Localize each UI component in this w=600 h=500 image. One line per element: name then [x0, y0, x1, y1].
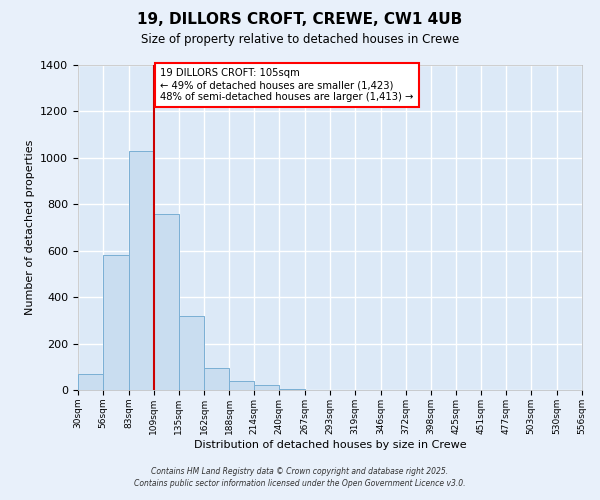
Bar [254, 386, 279, 390]
Bar [154, 214, 179, 390]
Text: Contains HM Land Registry data © Crown copyright and database right 2025.
Contai: Contains HM Land Registry data © Crown c… [134, 466, 466, 487]
Text: 19 DILLORS CROFT: 105sqm
← 49% of detached houses are smaller (1,423)
48% of sem: 19 DILLORS CROFT: 105sqm ← 49% of detach… [160, 68, 414, 102]
Y-axis label: Number of detached properties: Number of detached properties [25, 140, 35, 315]
Bar [78, 374, 103, 390]
Text: 19, DILLORS CROFT, CREWE, CW1 4UB: 19, DILLORS CROFT, CREWE, CW1 4UB [137, 12, 463, 28]
Bar [179, 316, 205, 390]
Bar [205, 368, 229, 390]
Bar [279, 389, 305, 390]
Bar [229, 380, 254, 390]
Bar [103, 256, 129, 390]
X-axis label: Distribution of detached houses by size in Crewe: Distribution of detached houses by size … [194, 440, 466, 450]
Bar [129, 151, 154, 390]
Text: Size of property relative to detached houses in Crewe: Size of property relative to detached ho… [141, 32, 459, 46]
